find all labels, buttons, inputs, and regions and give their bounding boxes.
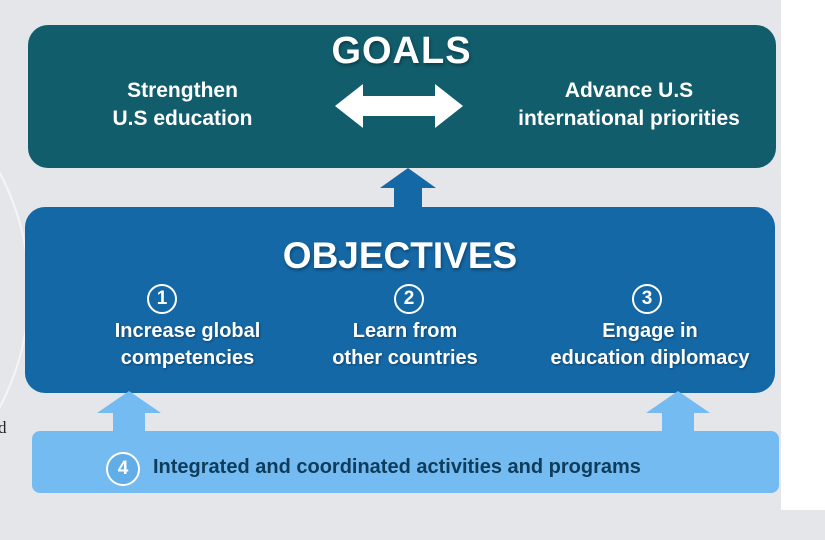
goal-strengthen-us-education: Strengthen U.S education xyxy=(112,79,253,130)
goal-advance-international-priorities: Advance U.S international priorities xyxy=(518,79,740,130)
objective-label-3: Engage in education diplomacy xyxy=(550,320,750,369)
goals-title: GOALS xyxy=(331,30,472,72)
objective-number-2: 2 xyxy=(394,284,424,314)
activities-number-4: 4 xyxy=(106,452,140,486)
objective-label-1: Increase global competencies xyxy=(114,320,261,369)
activities-bar xyxy=(32,431,779,493)
up-arrow-icon-activities-left xyxy=(97,391,161,433)
right-margin-strip xyxy=(781,0,825,510)
cropped-edge-text: d xyxy=(0,418,7,437)
activities-label: Integrated and coordinated activities an… xyxy=(153,456,641,478)
up-arrow-icon-activities-right xyxy=(646,391,710,433)
double-headed-arrow-icon xyxy=(335,84,463,128)
objectives-title: OBJECTIVES xyxy=(282,235,518,276)
objective-label-2: Learn from other countries xyxy=(332,320,478,369)
objective-number-3: 3 xyxy=(632,284,662,314)
objective-number-1: 1 xyxy=(147,284,177,314)
up-arrow-icon-objectives-to-goals xyxy=(380,168,436,208)
